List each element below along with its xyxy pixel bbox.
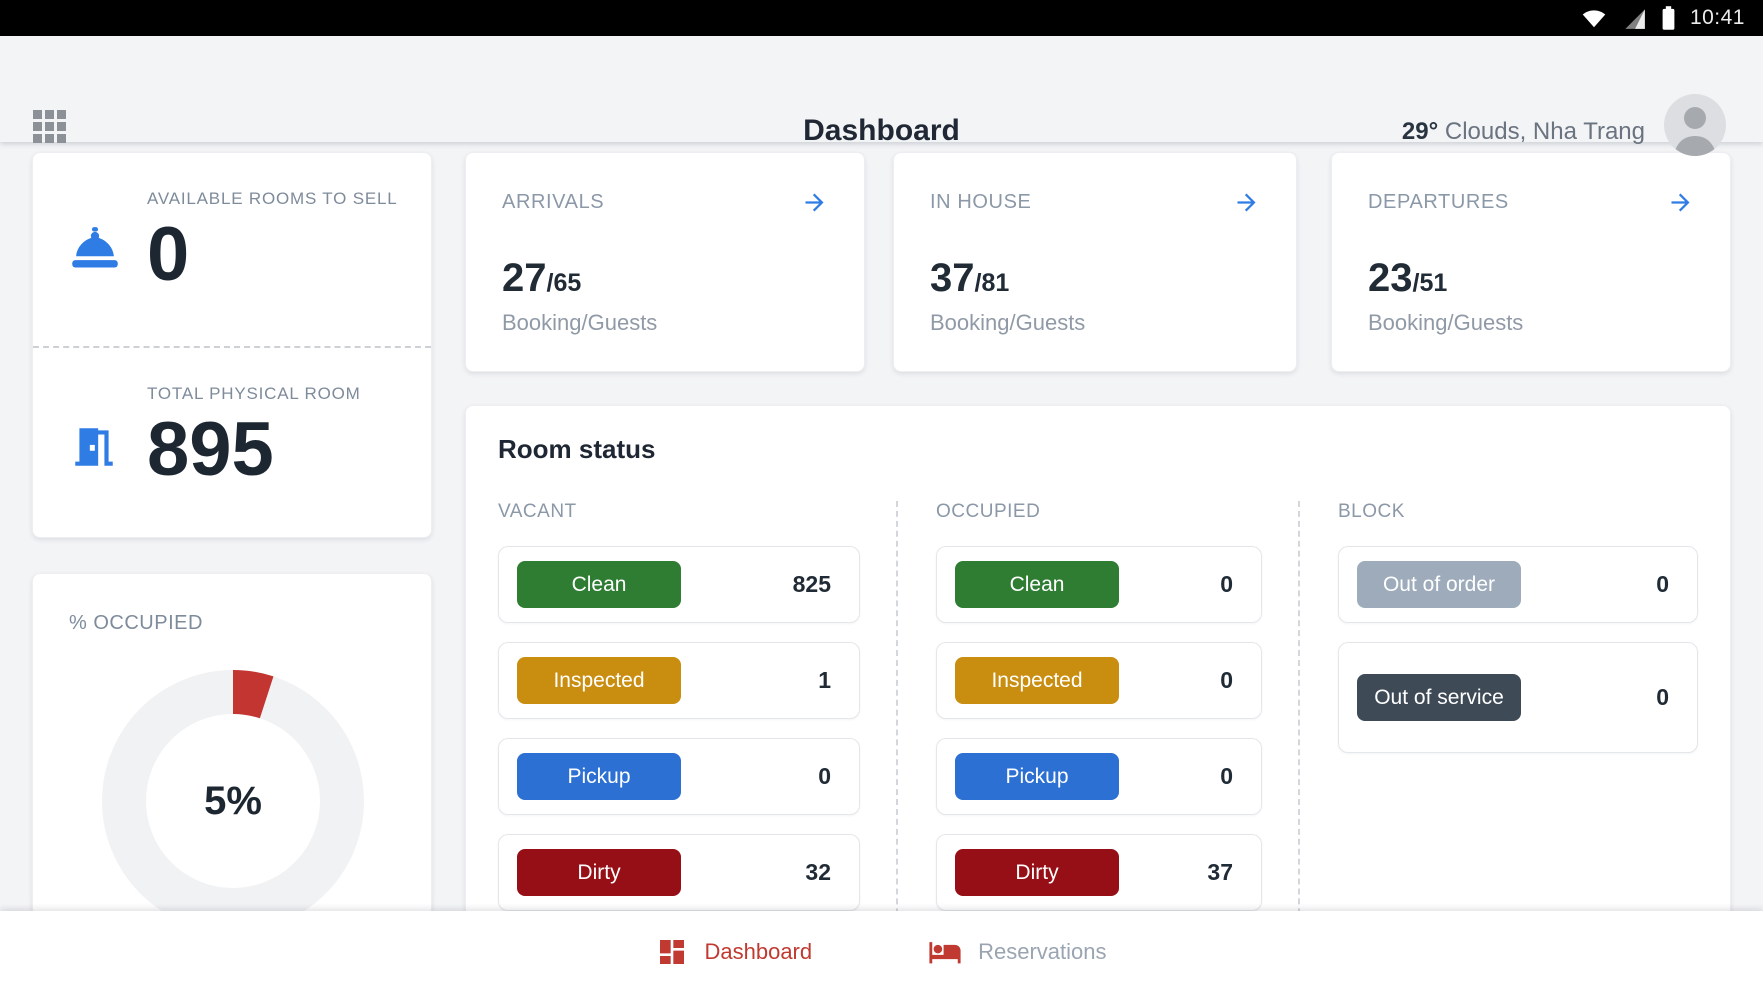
vacant-pickup-row[interactable]: Pickup 0 — [498, 738, 860, 815]
dashboard-icon — [660, 939, 685, 964]
in-house-value: 37/81 — [930, 256, 1010, 300]
weather-info: 29° Clouds, Nha Trang — [1402, 118, 1645, 146]
arrow-right-icon[interactable] — [801, 189, 828, 216]
in-house-sublabel: Booking/Guests — [930, 310, 1086, 335]
available-rooms-block: AVAILABLE ROOMS TO SELL 0 — [33, 153, 431, 346]
inspected-pill: Inspected — [517, 656, 681, 705]
occupancy-percent: 5% — [204, 778, 262, 823]
clean-pill: Clean — [517, 560, 681, 609]
total-physical-value: 895 — [147, 407, 274, 492]
no-signal-icon — [1625, 9, 1645, 29]
block-column: BLOCK Out of order 0 Out of service 0 — [1338, 501, 1698, 772]
dirty-count: 37 — [1207, 859, 1233, 885]
occupied-inspected-row[interactable]: Inspected 0 — [936, 642, 1262, 719]
out-of-service-pill: Out of service — [1357, 673, 1521, 722]
door-icon — [75, 428, 113, 466]
out-of-order-count: 0 — [1656, 571, 1669, 597]
arrow-right-icon[interactable] — [1233, 189, 1260, 216]
service-bell-icon — [72, 227, 118, 268]
bed-icon — [929, 941, 961, 963]
out-of-order-pill: Out of order — [1357, 560, 1521, 609]
dirty-pill: Dirty — [517, 848, 681, 897]
nav-item-dashboard[interactable]: Dashboard — [656, 936, 812, 968]
block-label: BLOCK — [1338, 501, 1405, 522]
occupancy-donut-chart: 5% — [93, 661, 373, 941]
vacant-dirty-row[interactable]: Dirty 32 — [498, 834, 860, 911]
available-rooms-label: AVAILABLE ROOMS TO SELL — [147, 189, 398, 208]
vacant-label: VACANT — [498, 501, 577, 522]
grid-menu-icon[interactable] — [33, 110, 66, 143]
pickup-pill: Pickup — [517, 752, 681, 801]
clean-count: 0 — [1220, 571, 1233, 597]
in-house-card[interactable]: IN HOUSE 37/81 Booking/Guests — [893, 152, 1297, 372]
user-avatar[interactable] — [1664, 94, 1726, 156]
clean-pill: Clean — [955, 560, 1119, 609]
room-status-card: Room status VACANT Clean 825 Inspected 1… — [465, 405, 1731, 965]
column-divider — [1298, 501, 1300, 964]
vacant-inspected-row[interactable]: Inspected 1 — [498, 642, 860, 719]
nav-item-reservations[interactable]: Reservations — [928, 935, 1107, 969]
android-status-bar: 10:41 — [0, 0, 1763, 36]
total-physical-block: TOTAL PHYSICAL ROOM 895 — [33, 346, 431, 539]
available-rooms-value: 0 — [147, 212, 190, 297]
in-house-label: IN HOUSE — [930, 191, 1032, 213]
out-of-order-row[interactable]: Out of order 0 — [1338, 546, 1698, 623]
app-header: Dashboard 29° Clouds, Nha Trang — [0, 36, 1763, 156]
inspected-pill: Inspected — [955, 656, 1119, 705]
occupancy-label: % OCCUPIED — [69, 612, 203, 634]
departures-label: DEPARTURES — [1368, 191, 1509, 213]
arrivals-value: 27/65 — [502, 256, 582, 300]
out-of-service-count: 0 — [1656, 684, 1669, 710]
inspected-count: 0 — [1220, 667, 1233, 693]
status-bar-time: 10:41 — [1689, 6, 1745, 29]
clean-count: 825 — [792, 571, 831, 597]
arrivals-sublabel: Booking/Guests — [502, 310, 658, 335]
nav-label-dashboard: Dashboard — [704, 938, 813, 964]
departures-card[interactable]: DEPARTURES 23/51 Booking/Guests — [1331, 152, 1731, 372]
vacant-clean-row[interactable]: Clean 825 — [498, 546, 860, 623]
occupied-column: OCCUPIED Clean 0 Inspected 0 Pickup 0 Di… — [936, 501, 1262, 930]
arrow-right-icon[interactable] — [1667, 189, 1694, 216]
rooms-stat-card: AVAILABLE ROOMS TO SELL 0 TOTAL PHYSICAL… — [32, 152, 432, 538]
arrivals-label: ARRIVALS — [502, 191, 605, 213]
wifi-icon — [1582, 10, 1606, 28]
departures-sublabel: Booking/Guests — [1368, 310, 1524, 335]
pickup-count: 0 — [818, 763, 831, 789]
avatar-silhouette-icon — [1674, 107, 1716, 156]
pickup-pill: Pickup — [955, 752, 1119, 801]
occupancy-donut-segment — [102, 670, 364, 932]
battery-icon — [1662, 6, 1675, 30]
pickup-count: 0 — [1220, 763, 1233, 789]
out-of-service-row[interactable]: Out of service 0 — [1338, 642, 1698, 753]
column-divider — [896, 501, 898, 964]
occupancy-card: % OCCUPIED 5% — [32, 573, 432, 941]
bottom-navigation: Dashboard Reservations — [0, 911, 1763, 992]
occupied-label: OCCUPIED — [936, 501, 1041, 522]
inspected-count: 1 — [818, 667, 831, 693]
occupied-clean-row[interactable]: Clean 0 — [936, 546, 1262, 623]
weather-temp: 29° — [1401, 118, 1439, 145]
weather-desc: Clouds, Nha Trang — [1438, 118, 1645, 145]
vacant-column: VACANT Clean 825 Inspected 1 Pickup 0 Di… — [498, 501, 860, 930]
room-status-title: Room status — [498, 434, 656, 464]
arrivals-card[interactable]: ARRIVALS 27/65 Booking/Guests — [465, 152, 865, 372]
departures-value: 23/51 — [1368, 256, 1448, 300]
dirty-count: 32 — [805, 859, 831, 885]
page-title: Dashboard — [803, 114, 960, 147]
occupied-dirty-row[interactable]: Dirty 37 — [936, 834, 1262, 911]
occupied-pickup-row[interactable]: Pickup 0 — [936, 738, 1262, 815]
dirty-pill: Dirty — [955, 848, 1119, 897]
total-physical-label: TOTAL PHYSICAL ROOM — [147, 384, 361, 403]
nav-label-reservations: Reservations — [978, 938, 1107, 964]
